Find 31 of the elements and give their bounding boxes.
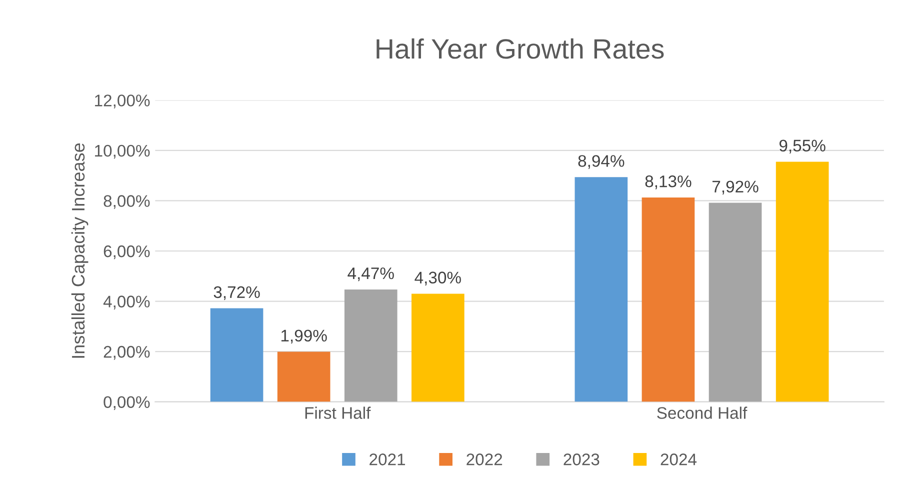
y-tick-label: 12,00% bbox=[95, 94, 150, 108]
y-tick-label: 10,00% bbox=[95, 144, 150, 159]
legend-label: 2023 bbox=[564, 454, 600, 466]
data-label: 1,99% bbox=[281, 330, 327, 344]
bar bbox=[708, 202, 762, 402]
y-tick-label: 8,00% bbox=[104, 195, 150, 209]
data-label: 9,55% bbox=[779, 140, 826, 154]
y-tick-label: 0,00% bbox=[104, 396, 150, 410]
bar bbox=[344, 289, 398, 402]
bar bbox=[277, 352, 330, 402]
y-tick-label: 2,00% bbox=[104, 346, 150, 360]
bar bbox=[210, 308, 264, 402]
bar bbox=[776, 162, 829, 402]
bar bbox=[574, 177, 628, 402]
bar bbox=[642, 197, 695, 402]
data-label: 3,72% bbox=[214, 286, 260, 300]
legend-label: 2021 bbox=[370, 454, 406, 466]
data-label: 8,13% bbox=[645, 175, 692, 190]
data-label: 7,92% bbox=[712, 180, 758, 194]
chart-title: Half Year Growth Rates bbox=[376, 38, 664, 59]
legend-label: 2022 bbox=[466, 454, 502, 466]
y-axis-title: Installed Capacity Increase bbox=[71, 143, 88, 358]
x-tick-label: First Half bbox=[305, 406, 371, 419]
y-tick-label: 4,00% bbox=[103, 296, 150, 310]
data-label: 4,30% bbox=[414, 272, 461, 286]
bar bbox=[412, 294, 464, 402]
x-tick-label: Second Half bbox=[657, 406, 748, 419]
legend-label: 2024 bbox=[660, 454, 697, 466]
data-label: 8,94% bbox=[578, 155, 624, 169]
y-tick-label: 6,00% bbox=[104, 245, 150, 260]
data-label: 4,47% bbox=[348, 267, 394, 282]
